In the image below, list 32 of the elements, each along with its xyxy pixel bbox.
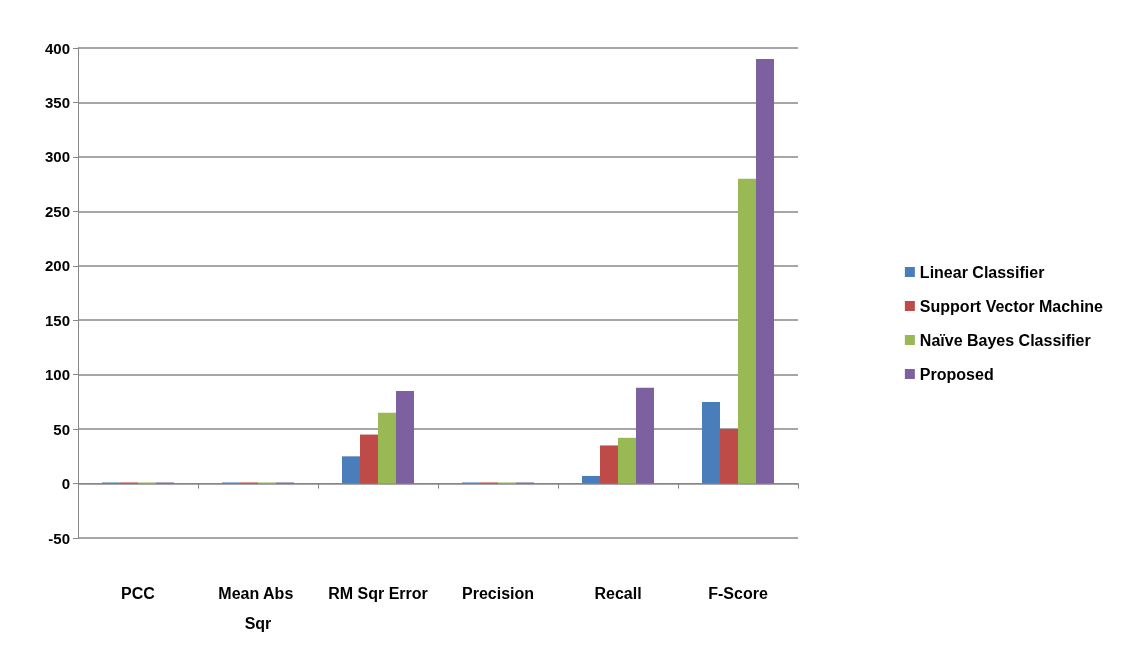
legend-label: Support Vector Machine [919, 297, 1104, 315]
bar [600, 445, 618, 484]
x-tick-label: Mean Abs Sqr [218, 584, 298, 632]
bar [720, 429, 738, 484]
legend-label: Linear Classifier [919, 263, 1045, 281]
bar [360, 434, 378, 484]
y-tick-label: 0 [61, 475, 70, 493]
y-tick-label: 100 [44, 366, 70, 384]
y-tick-label: 300 [44, 148, 70, 166]
x-tick-label: F-Score [708, 584, 768, 602]
y-tick-label: 200 [44, 257, 70, 275]
bar [618, 437, 636, 484]
bar [396, 391, 414, 484]
y-tick-label: -50 [48, 529, 70, 547]
y-tick-label: 250 [44, 202, 70, 220]
x-tick-label: Recall [594, 584, 642, 602]
bar [636, 387, 654, 484]
y-tick-label: 400 [44, 39, 70, 57]
y-tick-label: 50 [53, 420, 70, 438]
bar [738, 178, 756, 484]
bar [342, 456, 360, 484]
x-tick-label: RM Sqr Error [328, 584, 428, 602]
bar [702, 401, 720, 484]
bar [378, 412, 396, 484]
bar [756, 58, 774, 484]
legend-label: Proposed [919, 365, 994, 383]
legend-label: Naïve Bayes Classifier [919, 331, 1091, 349]
y-tick-label: 350 [44, 93, 70, 111]
bar [582, 475, 600, 484]
x-tick-label: PCC [121, 584, 156, 602]
y-tick-label: 150 [44, 311, 70, 329]
x-tick-label: Precision [461, 584, 535, 602]
